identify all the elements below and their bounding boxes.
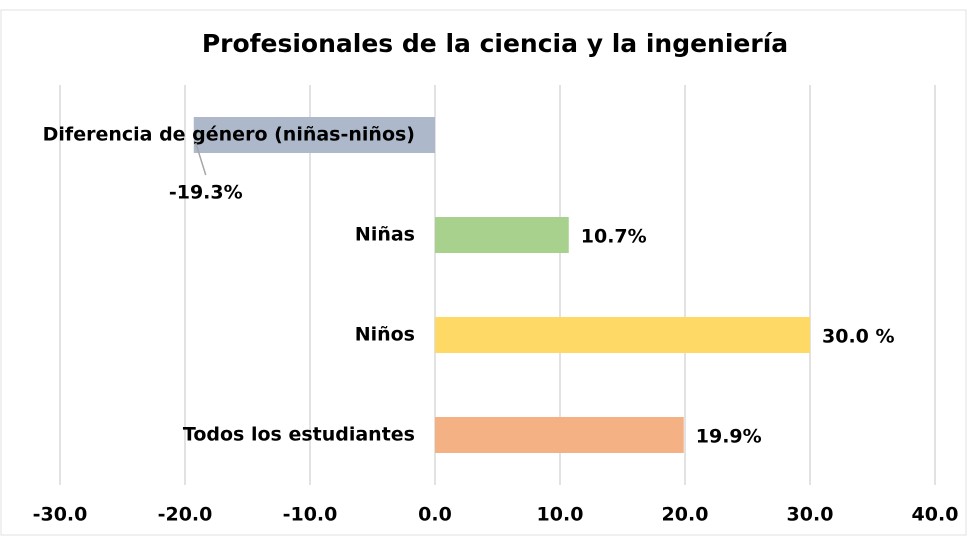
x-tick-label: -10.0 xyxy=(283,504,338,526)
category-label: Todos los estudiantes xyxy=(183,424,415,446)
x-tick-label: -30.0 xyxy=(33,504,88,526)
value-label: 30.0 % xyxy=(822,326,895,348)
value-label: 19.9% xyxy=(696,426,762,448)
x-tick-label: -20.0 xyxy=(158,504,213,526)
bar xyxy=(435,217,569,253)
x-tick-label: 20.0 xyxy=(662,504,709,526)
x-tick-label: 0.0 xyxy=(418,504,452,526)
chart-border xyxy=(0,9,967,536)
x-tick-label: 10.0 xyxy=(537,504,584,526)
leader-line xyxy=(195,142,207,176)
x-tick-label: 30.0 xyxy=(787,504,834,526)
category-label: Niñas xyxy=(355,224,415,246)
category-label: Diferencia de género (niñas-niños) xyxy=(43,124,415,146)
bar xyxy=(193,117,435,153)
bar xyxy=(435,417,684,453)
value-label: -19.3% xyxy=(169,182,243,204)
value-label: 10.7% xyxy=(581,226,647,248)
bar xyxy=(435,317,810,353)
chart-title: Profesionales de la ciencia y la ingenie… xyxy=(202,29,788,58)
x-tick-label: 40.0 xyxy=(912,504,959,526)
category-label: Niños xyxy=(355,324,415,346)
